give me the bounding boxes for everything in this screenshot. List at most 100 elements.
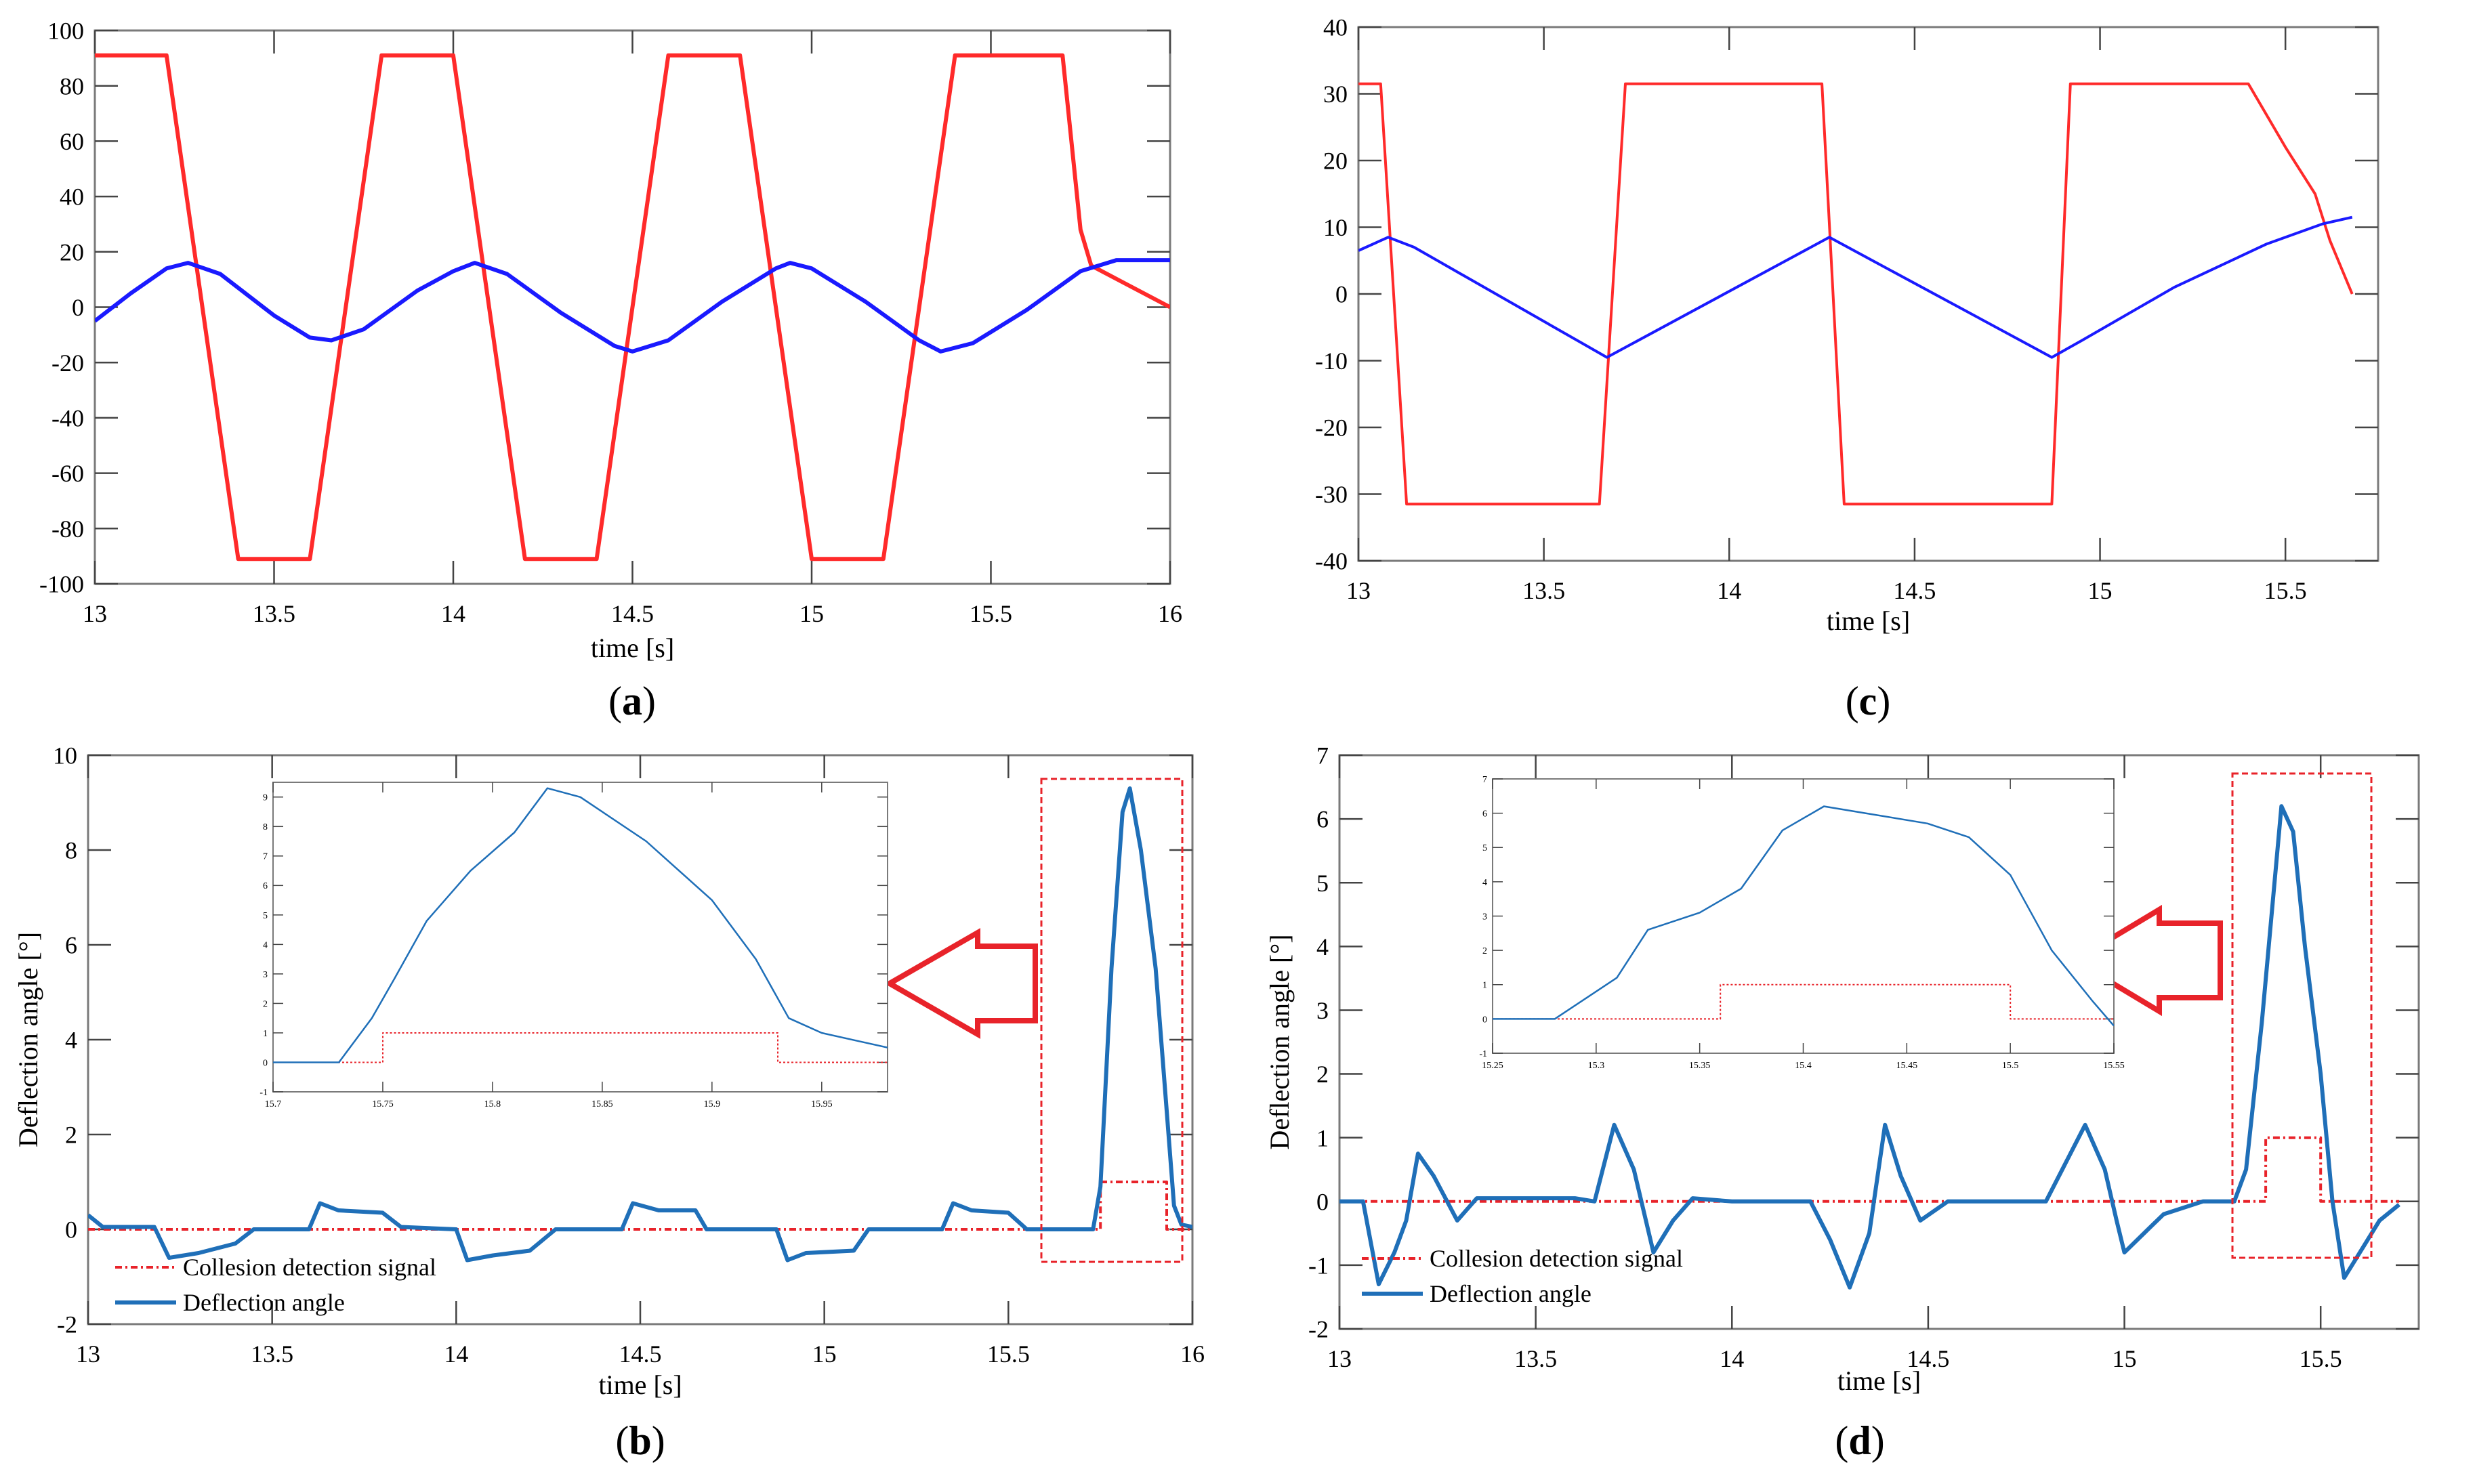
x-tick-label: 15.9 <box>704 1099 721 1109</box>
x-tick-label: 14.5 <box>1907 1345 1949 1372</box>
y-tick-label: -100 <box>39 571 84 598</box>
x-tick-label: 15.75 <box>372 1099 394 1109</box>
series-line-collesion-detection-signal <box>273 1032 888 1063</box>
x-axis-label: time [s] <box>1827 606 1910 636</box>
legend: Collesion detection signal Deflection ang… <box>1362 1245 1683 1307</box>
x-tick-label: 13.5 <box>253 600 295 627</box>
legend-label: Collesion detection signal <box>183 1254 436 1281</box>
y-tick-label: 6 <box>65 932 77 959</box>
y-tick-label: 7 <box>1482 775 1487 785</box>
x-tick-label: 15.55 <box>2103 1061 2125 1071</box>
panel-caption: (b) <box>615 1418 665 1463</box>
x-tick-label: 15.7 <box>265 1099 282 1109</box>
x-tick-label: 13 <box>83 600 107 627</box>
legend-label: Deflection angle <box>183 1289 345 1316</box>
y-tick-label: -80 <box>51 515 84 543</box>
x-tick-label: 13.5 <box>1514 1345 1557 1372</box>
y-tick-label: 0 <box>1335 281 1348 308</box>
x-tick-label: 16 <box>1158 600 1182 627</box>
x-tick-label: 13.5 <box>1522 577 1565 604</box>
x-tick-label: 14.5 <box>611 600 654 627</box>
y-tick-label: -1 <box>1479 1049 1487 1059</box>
y-tick-label: -60 <box>51 460 84 487</box>
x-axis-label: time [s] <box>598 1370 682 1400</box>
y-tick-label: 0 <box>72 294 84 321</box>
y-tick-label: -1 <box>259 1088 268 1098</box>
x-tick-label: 14 <box>1717 577 1741 604</box>
x-tick-label: 15.5 <box>2300 1345 2342 1372</box>
x-tick-label: 15.95 <box>811 1099 833 1109</box>
series-line-deflection-angle <box>1339 804 2400 1290</box>
x-tick-label: 15 <box>2113 1345 2137 1372</box>
x-axis-label: time [s] <box>591 633 674 663</box>
series-line-deflection-angle <box>1493 805 2114 1027</box>
y-tick-label: 10 <box>53 742 77 769</box>
y-tick-label: 2 <box>263 999 268 1009</box>
y-axis-label: Deflection angle [°] <box>13 932 43 1147</box>
y-tick-label: 4 <box>263 940 268 950</box>
x-tick-label: 15.25 <box>1482 1061 1503 1071</box>
y-tick-label: 6 <box>1316 806 1329 833</box>
series-line-collesion-detection-signal <box>1339 1136 2399 1203</box>
series-line-red <box>95 53 1170 561</box>
y-tick-label: -2 <box>1308 1316 1329 1343</box>
y-tick-label: 6 <box>1482 809 1487 820</box>
y-tick-label: -2 <box>57 1311 77 1338</box>
y-tick-label: 80 <box>60 72 84 100</box>
zoom-region-box <box>2231 772 2373 1259</box>
x-tick-label: 13 <box>1327 1345 1352 1372</box>
y-tick-label: 1 <box>1316 1124 1329 1151</box>
y-tick-label: 4 <box>1316 933 1329 960</box>
y-tick-label: -30 <box>1315 481 1348 508</box>
y-tick-label: 3 <box>1316 997 1329 1024</box>
panel-caption: (c) <box>1846 679 1891 723</box>
y-tick-label: 40 <box>60 184 84 211</box>
y-tick-label: 60 <box>60 128 84 155</box>
y-tick-label: 3 <box>263 970 268 980</box>
y-tick-label: 5 <box>1482 843 1487 853</box>
x-tick-label: 15.3 <box>1588 1061 1605 1071</box>
panel-caption: (d) <box>1835 1418 1884 1463</box>
panel-a: 13 13.5 14 14.5 15 15.5 16 -100 -80 -60 -40 -20 0 20 4… <box>39 18 1182 723</box>
y-tick-label: 5 <box>1316 870 1329 897</box>
zoom-arrow-icon <box>2069 904 2223 1017</box>
y-tick-label: 7 <box>1316 742 1329 769</box>
series-line-deflection-angle <box>88 786 1192 1263</box>
x-tick-label: 13 <box>1346 577 1371 604</box>
series-line-blue <box>95 258 1170 354</box>
series-line-blue <box>1358 215 2353 359</box>
zoom-arrow-icon <box>883 928 1038 1039</box>
y-axis-label: Deflection angle [°] <box>1264 934 1295 1149</box>
y-tick-label: 100 <box>47 18 84 45</box>
x-tick-label: 15.5 <box>2264 577 2307 604</box>
x-tick-label: 14.5 <box>1893 577 1936 604</box>
series-line-deflection-angle <box>273 787 888 1063</box>
legend-label: Deflection angle <box>1430 1280 1592 1307</box>
x-tick-label: 15.45 <box>1896 1061 1918 1071</box>
y-tick-label: -40 <box>1315 548 1348 575</box>
panel-d-inset: 15.25 15.3 15.35 15.4 15.45 15.5 15.55 -1 0 1 2 3 4 5… <box>1479 775 2124 1071</box>
y-tick-label: -20 <box>1315 415 1348 442</box>
x-tick-label: 13.5 <box>251 1340 293 1368</box>
y-tick-label: 0 <box>1316 1188 1329 1215</box>
y-tick-label: -40 <box>51 405 84 432</box>
zoom-region-box <box>1040 778 1184 1263</box>
x-tick-label: 14 <box>444 1340 468 1368</box>
y-tick-label: 3 <box>1482 912 1487 922</box>
x-tick-label: 15.8 <box>484 1099 501 1109</box>
x-tick-label: 15 <box>812 1340 837 1368</box>
y-tick-label: 0 <box>263 1058 268 1068</box>
x-tick-label: 13 <box>76 1340 100 1368</box>
series-line-red <box>1358 82 2354 506</box>
x-axis-label: time [s] <box>1837 1365 1921 1396</box>
legend-label: Collesion detection signal <box>1430 1245 1683 1272</box>
x-tick-label: 15.35 <box>1689 1061 1711 1071</box>
panel-b-inset: 15.7 15.75 15.8 15.85 15.9 15.95 -1 0 1 2 3 4 5 6 7 8 9 <box>259 782 888 1109</box>
x-tick-label: 14 <box>1720 1345 1744 1372</box>
x-tick-label: 14 <box>441 600 465 627</box>
y-tick-label: 9 <box>263 793 268 803</box>
y-tick-label: 2 <box>1482 946 1487 956</box>
x-tick-label: 15 <box>799 600 824 627</box>
y-tick-label: 10 <box>1323 214 1348 241</box>
